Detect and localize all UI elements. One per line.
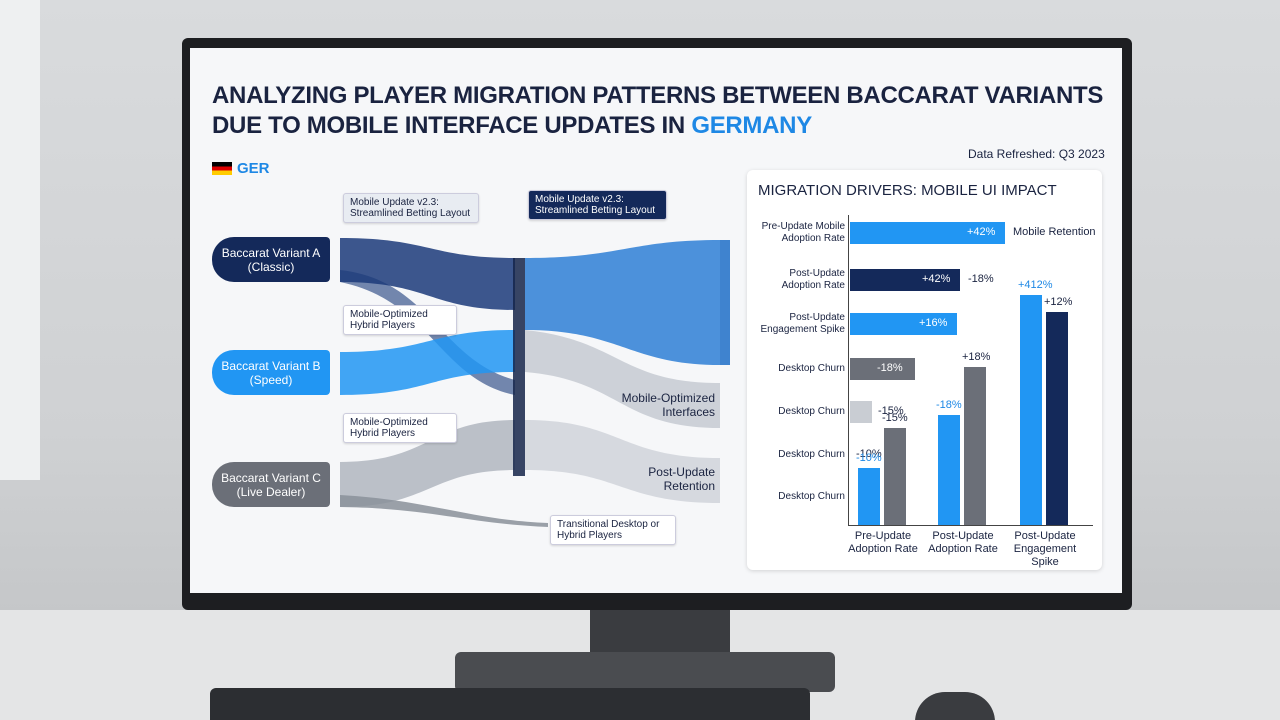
title-line2: DUE TO MOBILE INTERFACE UPDATES IN GERMA… bbox=[212, 112, 812, 140]
update-callout: Mobile Update v2.3: Streamlined Betting … bbox=[343, 193, 479, 223]
bar-label: +42% bbox=[967, 226, 996, 238]
row-label: Desktop Churn bbox=[778, 491, 845, 502]
bar-label: -10% bbox=[856, 448, 882, 460]
drivers-title: MIGRATION DRIVERS: MOBILE UI IMPACT bbox=[758, 182, 1057, 199]
title-highlight: GERMANY bbox=[691, 112, 812, 139]
bar-label: -18% bbox=[877, 362, 903, 374]
title-line1: ANALYZING PLAYER MIGRATION PATTERNS BETW… bbox=[212, 82, 1104, 109]
source: Baccarat Variant B (Speed) bbox=[212, 350, 330, 395]
column-label: +412% bbox=[1018, 279, 1053, 291]
category: Post-Update Adoption Rate bbox=[928, 530, 998, 555]
axis bbox=[848, 525, 1093, 526]
monitor-stand bbox=[590, 600, 730, 660]
window-left bbox=[0, 0, 40, 480]
axis bbox=[848, 215, 849, 525]
title-text: DUE TO MOBILE INTERFACE UPDATES IN bbox=[212, 112, 685, 139]
node bbox=[513, 258, 525, 476]
source: Baccarat Variant A (Classic) bbox=[212, 237, 330, 282]
flow bbox=[340, 330, 515, 395]
callout: Mobile-Optimized Hybrid Players bbox=[343, 413, 457, 443]
target: Post-Update Retention bbox=[648, 465, 715, 493]
column-label: +18% bbox=[962, 351, 991, 363]
node bbox=[720, 240, 730, 365]
column-bar bbox=[1046, 312, 1068, 525]
bar-label: +42% bbox=[922, 273, 951, 285]
bar bbox=[850, 401, 872, 423]
flow bbox=[340, 238, 515, 310]
category: Post-Update Engagement Spike bbox=[1013, 530, 1077, 568]
column-bar bbox=[884, 428, 906, 525]
row-label: Post-Update Adoption Rate bbox=[781, 268, 845, 291]
column-label: +12% bbox=[1044, 296, 1073, 308]
row-note: Mobile Retention bbox=[1013, 226, 1096, 238]
monitor-base bbox=[455, 652, 835, 692]
mouse bbox=[915, 692, 995, 720]
bar-label: +16% bbox=[919, 317, 948, 329]
column-bar bbox=[858, 468, 880, 525]
refreshed: Data Refreshed: Q3 2023 bbox=[968, 147, 1105, 161]
flow bbox=[525, 330, 720, 428]
column-bar bbox=[964, 367, 986, 525]
flow bbox=[525, 420, 720, 503]
keyboard bbox=[210, 688, 810, 720]
row-label: Desktop Churn bbox=[778, 406, 845, 417]
bar bbox=[850, 269, 960, 291]
category: Pre-Update Adoption Rate bbox=[848, 530, 918, 555]
flag bbox=[212, 162, 232, 175]
row-note: -18% bbox=[968, 273, 994, 285]
column-label: -15% bbox=[882, 412, 908, 424]
column-bar bbox=[938, 415, 960, 525]
update-callout: Mobile Update v2.3: Streamlined Betting … bbox=[528, 190, 667, 220]
bar bbox=[850, 313, 957, 335]
bar bbox=[850, 358, 915, 380]
column-label: -18% bbox=[936, 399, 962, 411]
target: Mobile-Optimized Interfaces bbox=[621, 391, 715, 419]
callout: Mobile-Optimized Hybrid Players bbox=[343, 305, 457, 335]
country: GER bbox=[237, 160, 270, 177]
callout: Transitional Desktop or Hybrid Players bbox=[550, 515, 676, 545]
row-label: Desktop Churn bbox=[778, 363, 845, 374]
row-label: Pre-Update Mobile Adoption Rate bbox=[761, 221, 845, 244]
flow bbox=[340, 420, 515, 507]
column-bar bbox=[1020, 295, 1042, 525]
row-label: Desktop Churn bbox=[778, 449, 845, 460]
row-label: Post-Update Engagement Spike bbox=[760, 312, 845, 335]
bar bbox=[850, 222, 1005, 244]
source: Baccarat Variant C (Live Dealer) bbox=[212, 462, 330, 507]
flow bbox=[340, 495, 548, 527]
bar-label: -15% bbox=[878, 405, 904, 417]
column-label: -10% bbox=[856, 452, 882, 464]
flow bbox=[525, 240, 720, 365]
